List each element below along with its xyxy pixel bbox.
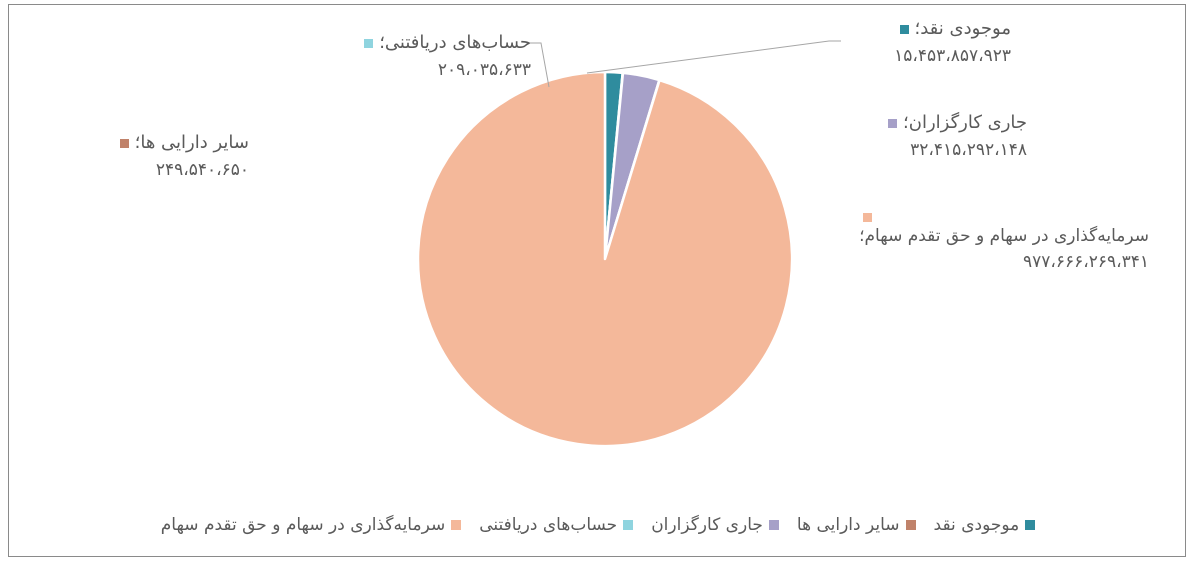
data-label-cash: موجودی نقد؛ ۱۵،۴۵۳،۸۵۷،۹۲۳	[892, 15, 1011, 69]
legend-swatch	[1025, 520, 1036, 530]
data-label-swatch	[899, 24, 909, 34]
legend-item-investments: سرمایه‌گذاری در سهام و حق تقدم سهام	[160, 515, 462, 535]
data-label-swatch	[119, 138, 129, 148]
data-label-swatch	[863, 213, 873, 222]
data-label-value: ۲۰۹،۰۳۵،۶۳۳	[437, 59, 531, 80]
legend-item-receivables: حساب‌های دریافتنی	[479, 515, 634, 535]
leader-line-receivables	[529, 42, 550, 88]
legend-label: سرمایه‌گذاری در سهام و حق تقدم سهام	[160, 515, 446, 535]
data-label-brokers: جاری کارگزاران؛ ۳۲،۴۱۵،۲۹۲،۱۴۸	[880, 109, 1027, 163]
data-label-swatch	[888, 118, 898, 128]
chart-frame: موجودی نقد؛ ۱۵،۴۵۳،۸۵۷،۹۲۳ حساب‌های دریا…	[8, 4, 1186, 557]
data-label-receivables: حساب‌های دریافتنی؛ ۲۰۹،۰۳۵،۶۳۳	[356, 29, 531, 83]
data-label-value: ۳۲،۴۱۵،۲۹۲،۱۴۸	[910, 139, 1027, 160]
legend-swatch	[451, 520, 462, 530]
legend-item-cash: موجودی نقد	[934, 515, 1036, 535]
legend-label: جاری کارگزاران	[651, 515, 763, 535]
legend-swatch	[623, 520, 634, 530]
data-label-value: ۱۵،۴۵۳،۸۵۷،۹۲۳	[894, 45, 1011, 66]
pie-slice-investments	[416, 70, 794, 448]
legend-item-brokers: جاری کارگزاران	[651, 515, 779, 535]
data-label-investments: سرمایه‌گذاری در سهام و حق تقدم سهام؛ ۹۷۷…	[859, 205, 1149, 276]
data-label-name: سرمایه‌گذاری در سهام و حق تقدم سهام؛	[859, 226, 1149, 246]
legend-label: سایر دارایی ها	[796, 515, 900, 535]
data-label-other-assets: سایر دارایی ها؛ ۲۴۹،۵۴۰،۶۵۰	[112, 129, 249, 183]
data-label-value: ۲۴۹،۵۴۰،۶۵۰	[155, 159, 249, 180]
legend: موجودی نقد سایر دارایی ها جاری کارگزاران…	[9, 515, 1187, 535]
legend-label: موجودی نقد	[933, 515, 1020, 535]
legend-item-other-assets: سایر دارایی ها	[797, 515, 916, 535]
leader-line-cash	[586, 40, 841, 74]
data-label-name: سایر دارایی ها؛	[134, 132, 249, 153]
data-label-name: حساب‌های دریافتنی؛	[379, 32, 531, 53]
legend-swatch	[768, 520, 779, 530]
data-label-value: ۹۷۷،۶۶۶،۲۶۹،۳۴۱	[1022, 252, 1149, 273]
data-label-swatch	[364, 38, 374, 48]
legend-swatch	[905, 520, 916, 530]
legend-label: حساب‌های دریافتنی	[479, 515, 618, 535]
pie-chart	[416, 40, 841, 448]
data-label-name: جاری کارگزاران؛	[903, 112, 1027, 133]
data-label-name: موجودی نقد؛	[914, 18, 1011, 39]
